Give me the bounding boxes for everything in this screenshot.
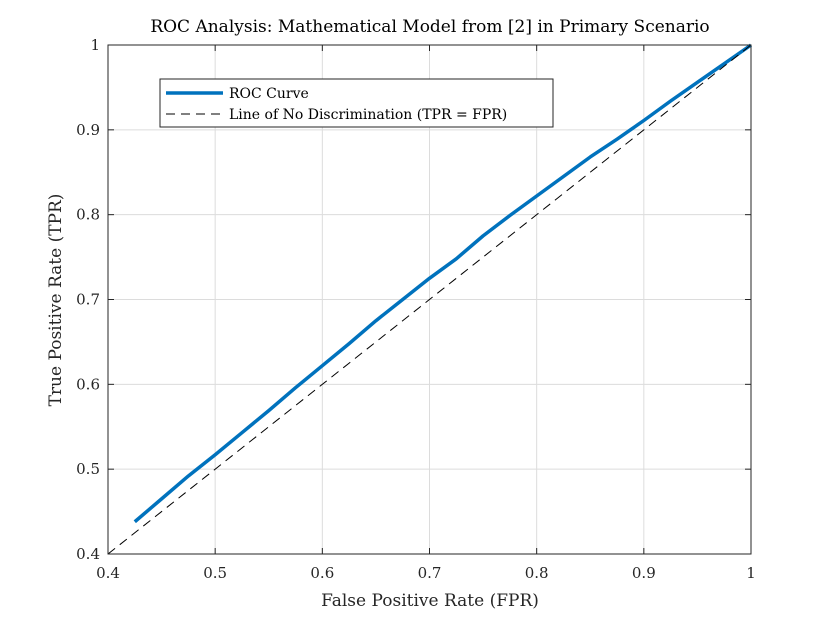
x-tick-label-6: 1	[746, 564, 756, 582]
x-tick-label-4: 0.8	[525, 564, 549, 582]
series-line-no-discrimination	[107, 44, 752, 555]
legend-box	[159, 78, 554, 128]
chart-title: ROC Analysis: Mathematical Model from [2…	[150, 17, 709, 37]
plot-series	[107, 43, 753, 555]
y-tick-label-2: 0.6	[76, 375, 100, 393]
x-tick-label-5: 0.9	[632, 564, 656, 582]
y-tick-label-6: 1	[90, 36, 100, 54]
x-tick-label-3: 0.7	[418, 564, 442, 582]
y-tick-label-1: 0.5	[76, 460, 100, 478]
series-line-roc-curve	[133, 43, 753, 524]
y-tick-label-3: 0.7	[76, 291, 100, 309]
legend-label-no-discrimination: Line of No Discrimination (TPR = FPR)	[229, 107, 507, 123]
y-axis-label: True Positive Rate (TPR)	[46, 194, 66, 407]
y-tick-label-5: 0.9	[76, 121, 100, 139]
x-tick-label-0: 0.4	[96, 564, 120, 582]
x-tick-label-1: 0.5	[203, 564, 227, 582]
y-tick-label-4: 0.8	[76, 206, 100, 224]
x-tick-label-2: 0.6	[310, 564, 334, 582]
y-tick-label-0: 0.4	[76, 545, 100, 563]
axes	[107, 44, 752, 555]
x-axis-label: False Positive Rate (FPR)	[321, 591, 539, 611]
legend: ROC Curve Line of No Discrimination (TPR…	[159, 78, 554, 128]
tick-labels: 0.4 0.5 0.6 0.7 0.8 0.9 1 0.4 0.5 0.6 0.7 0.8 0.9 1	[76, 36, 756, 582]
legend-label-roc-curve: ROC Curve	[229, 86, 309, 102]
